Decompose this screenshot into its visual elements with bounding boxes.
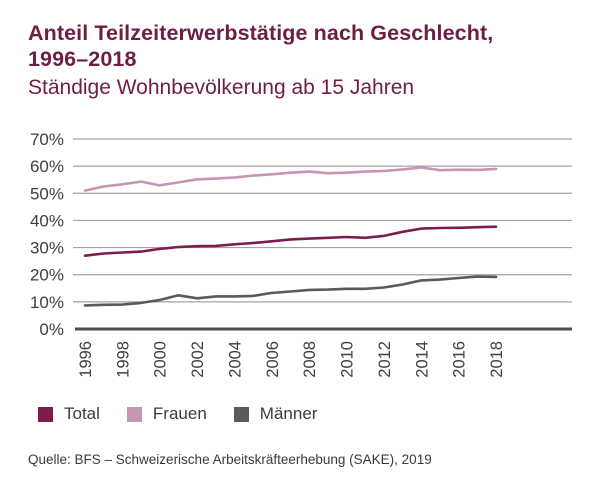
y-tick-label: 60% [30,157,64,176]
frauen-swatch-icon [126,406,142,422]
x-tick-label-2012: 2012 [376,341,394,378]
y-tick-label: 10% [30,293,64,312]
chart-legend: Total Frauen Männer [38,404,344,424]
title-line-1: Anteil Teilzeiterwerbstätige nach Geschl… [28,21,494,45]
page-subtitle: Ständige Wohnbevölkerung ab 15 Jahren [28,76,415,99]
x-tick-label-2006: 2006 [264,341,282,378]
legend-item-frauen: Frauen [126,404,207,424]
y-tick-label: 50% [30,184,64,203]
series-line-frauen [83,166,498,192]
legend-label-total: Total [64,404,100,423]
y-tick-label: 70% [30,130,64,149]
x-tick-label-2010: 2010 [339,341,357,378]
total-swatch-icon [38,406,53,422]
series-line-männer [83,275,498,307]
x-tick-label-2016: 2016 [451,341,469,378]
legend-label-maenner: Männer [259,404,318,423]
legend-item-maenner: Männer [233,404,318,424]
y-tick-label: 20% [30,266,64,285]
chart-header: Anteil Teilzeiterwerbstätige nach Geschl… [28,20,572,101]
x-tick-label-2014: 2014 [413,341,431,378]
x-tick-label-2018: 2018 [488,341,506,378]
y-tick-label: 0% [39,320,64,339]
x-tick-label-2004: 2004 [226,341,244,378]
legend-label-frauen: Frauen [152,404,207,423]
page-title: Anteil Teilzeiterwerbstätige nach Geschl… [28,20,572,72]
source-note: Quelle: BFS – Schweizerische Arbeitskräf… [28,452,432,467]
maenner-swatch-icon [233,406,249,422]
series-line-total [83,225,498,257]
x-tick-label-2002: 2002 [189,341,207,378]
x-tick-label-2000: 2000 [152,341,170,378]
y-tick-label: 30% [30,239,64,258]
y-tick-label: 40% [30,211,64,230]
x-tick-label-2008: 2008 [301,341,319,378]
x-tick-label-1998: 1998 [114,341,132,378]
chart-canvas: 0% 10% 20% 30% 40% 50% 60% 70% 1996 1998 2000 2002 2… [30,130,572,378]
x-tick-label-1996: 1996 [77,341,95,378]
title-line-2: 1996–2018 [28,47,137,71]
legend-item-total: Total [38,404,100,424]
line-chart: 0% 10% 20% 30% 40% 50% 60% 70% 1996 1998 2000 2002 2… [0,125,600,390]
